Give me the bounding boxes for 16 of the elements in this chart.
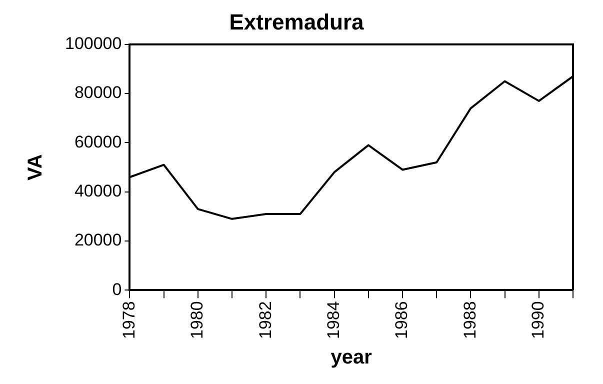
x-axis-title: year [330,346,372,369]
x-tick-label: 1988 [460,301,480,340]
x-tick-label: 1990 [528,301,548,340]
y-tick-label: 0 [112,280,122,299]
x-tick-label: 1980 [188,301,207,340]
y-tick-label: 60000 [74,132,122,152]
x-tick-label: 1982 [256,301,275,340]
y-tick-label: 40000 [74,182,122,201]
y-axis-title: VA [24,154,47,180]
x-tick-label: 1984 [324,301,343,340]
y-tick-label: 100000 [64,34,122,54]
x-tick-label: 1978 [119,301,138,340]
chart-title: Extremadura [229,9,365,34]
x-tick-label: 1986 [392,301,412,340]
y-tick-label: 20000 [74,230,122,250]
y-tick-label: 80000 [74,83,122,102]
